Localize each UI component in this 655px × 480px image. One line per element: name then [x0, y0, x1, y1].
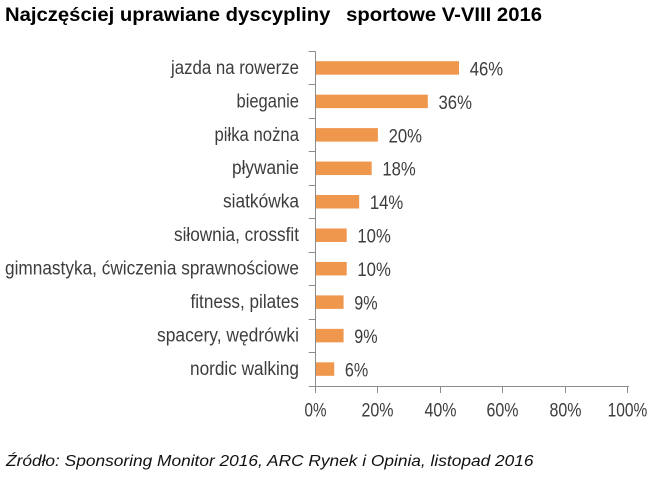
- svg-text:pływanie: pływanie: [232, 158, 299, 179]
- svg-text:20%: 20%: [362, 400, 394, 422]
- svg-text:siatkówka: siatkówka: [223, 192, 299, 213]
- svg-text:18%: 18%: [382, 159, 415, 181]
- svg-text:80%: 80%: [550, 400, 582, 422]
- svg-text:Najczęściej uprawiane dyscypli: Najczęściej uprawiane dyscypliny sportow…: [5, 5, 542, 26]
- svg-text:9%: 9%: [354, 326, 377, 348]
- svg-text:siłownia, crossfit: siłownia, crossfit: [174, 225, 300, 246]
- svg-text:6%: 6%: [345, 359, 368, 381]
- svg-text:Źródło: Sponsoring Monitor 201: Źródło: Sponsoring Monitor 2016, ARC Ryn…: [5, 451, 534, 470]
- svg-text:gimnastyka, ćwiczenia sprawnoś: gimnastyka, ćwiczenia sprawnościowe: [5, 259, 299, 280]
- svg-text:spacery, wędrówki: spacery, wędrówki: [157, 326, 299, 347]
- svg-text:piłka nożna: piłka nożna: [215, 125, 300, 146]
- svg-text:fitness, pilates: fitness, pilates: [191, 292, 300, 313]
- svg-text:10%: 10%: [357, 259, 390, 281]
- svg-text:46%: 46%: [470, 58, 503, 80]
- svg-text:0%: 0%: [305, 400, 327, 422]
- svg-text:bieganie: bieganie: [237, 91, 300, 112]
- svg-text:36%: 36%: [439, 92, 472, 114]
- svg-text:60%: 60%: [487, 400, 519, 422]
- svg-text:nordic walking: nordic walking: [190, 359, 299, 380]
- svg-text:100%: 100%: [608, 400, 648, 422]
- svg-text:jazda na rowerze: jazda na rowerze: [170, 58, 299, 79]
- svg-text:14%: 14%: [370, 192, 403, 214]
- svg-text:10%: 10%: [357, 226, 390, 248]
- svg-text:20%: 20%: [389, 125, 422, 147]
- svg-text:9%: 9%: [354, 293, 377, 315]
- svg-text:40%: 40%: [425, 400, 457, 422]
